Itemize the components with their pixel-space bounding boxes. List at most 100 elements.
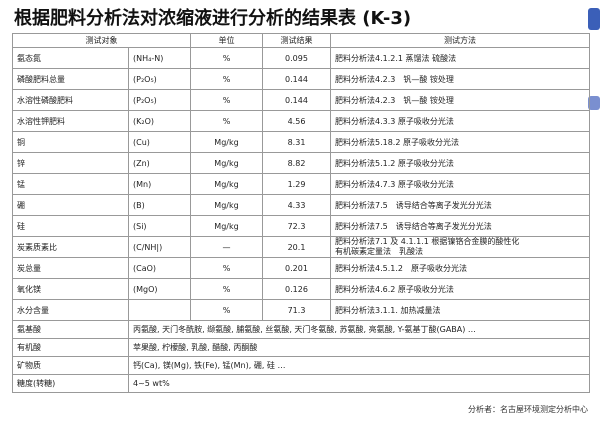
method: 肥料分析法4.6.2 原子吸收分光法: [330, 278, 590, 300]
formula: (MgO): [128, 278, 191, 300]
result: 8.82: [262, 152, 331, 174]
result: 4.56: [262, 110, 331, 132]
row: 氧化镁 (MgO)% 0.126 肥料分析法4.6.2 原子吸收分光法: [12, 278, 590, 300]
item-name: 铜: [12, 131, 129, 153]
row: 硅 (Si) Mg/kg 72.3 肥料分析法7.5 诱导结合等离子发光分光法: [12, 215, 590, 237]
icon: [588, 96, 600, 110]
result: 71.3: [262, 299, 331, 321]
column-header: 单位: [190, 33, 263, 48]
unit: %: [190, 299, 263, 321]
formula: [128, 299, 191, 321]
formula: (NH₄-N): [128, 47, 191, 69]
formula: (P₂O₅): [128, 89, 191, 111]
footer: 分析者：名古屋环境测定分析中心: [468, 405, 588, 414]
row: 炭总量 (CaO)% 0.201 肥料分析法4.5.1.2 原子吸收分光法: [12, 257, 590, 279]
unit: %: [190, 47, 263, 69]
unit: Mg/kg: [190, 131, 263, 153]
row: 铜 (Cu) Mg/kg 8.31 肥料分析法5.18.2 原子吸收分光法: [12, 131, 590, 153]
item-name: 糖度(转糖): [12, 374, 129, 393]
item-name: 氨基酸: [12, 320, 129, 339]
result: 1.29: [262, 173, 331, 195]
result: 0.144: [262, 89, 331, 111]
extra-row: 矿物质 钙(Ca), 镁(Mg), 铁(Fe), 锰(Mn), 硼, 硅 …: [12, 356, 590, 375]
formula: (Si): [128, 215, 191, 237]
description: 丙氨酸, 天门冬酰胺, 缬氨酸, 脯氨酸, 丝氨酸, 天门冬氨酸, 苏氨酸, 亮…: [128, 320, 590, 339]
method: 肥料分析法7.5 诱导结合等离子发光分光法: [330, 215, 590, 237]
method: 肥料分析法7.5 诱导结合等离子发光分光法: [330, 194, 590, 216]
item-name: 水溶性磷酸肥料: [12, 89, 129, 111]
row: 锰 (Mn) Mg/kg 1.29 肥料分析法4.7.3 原子吸收分光法: [12, 173, 590, 195]
formula: (C/NH|): [128, 236, 191, 258]
item-name: 矿物质: [12, 356, 129, 375]
item-name: 炭总量: [12, 257, 129, 279]
extra-row: 有机酸 苹果酸, 柠檬酸, 乳酸, 醋酸, 丙酮酸: [12, 338, 590, 357]
row: 磷酸肥料总量 (P₂O₅)% 0.144 肥料分析法4.2.3 钒—酸 铵处理: [12, 68, 590, 90]
item-name: 水溶性钾肥料: [12, 110, 129, 132]
method: 肥料分析法5.18.2 原子吸收分光法: [330, 131, 590, 153]
method: 肥料分析法4.1.2.1 蒸馏法 硫酸法: [330, 47, 590, 69]
result: 72.3: [262, 215, 331, 237]
row: 水分含量% 71.3 肥料分析法3.1.1. 加热减量法: [12, 299, 590, 321]
result: 0.144: [262, 68, 331, 90]
extra-row: 糖度(转糖) 4~5 wt%: [12, 374, 590, 393]
result: 8.31: [262, 131, 331, 153]
unit: %: [190, 89, 263, 111]
item-name: 有机酸: [12, 338, 129, 357]
unit: —: [190, 236, 263, 258]
row: 氨态氮 (NH₄-N)% 0.095 肥料分析法4.1.2.1 蒸馏法 硫酸法: [12, 47, 590, 69]
row: 硼 (B) Mg/kg 4.33 肥料分析法7.5 诱导结合等离子发光分光法: [12, 194, 590, 216]
result: 0.201: [262, 257, 331, 279]
unit: %: [190, 278, 263, 300]
column-header: 测试方法: [330, 33, 590, 48]
description: 4~5 wt%: [128, 374, 590, 393]
method-line: 有机碳素定量法 乳酸法: [335, 247, 423, 256]
item-name: 锰: [12, 173, 129, 195]
formula: (Mn): [128, 173, 191, 195]
result: 4.33: [262, 194, 331, 216]
icon: [588, 8, 600, 30]
description: 钙(Ca), 镁(Mg), 铁(Fe), 锰(Mn), 硼, 硅 …: [128, 356, 590, 375]
formula: (P₂O₅): [128, 68, 191, 90]
unit: %: [190, 68, 263, 90]
method: 肥料分析法4.2.3 钒—酸 铵处理: [330, 89, 590, 111]
unit: Mg/kg: [190, 152, 263, 174]
method-line: 肥料分析法7.1 及 4.1.1.1 根据镍铬合金膜的酸性化: [335, 237, 520, 247]
method: 肥料分析法3.1.1. 加热减量法: [330, 299, 590, 321]
unit: Mg/kg: [190, 173, 263, 195]
item-name: 硅: [12, 215, 129, 237]
method: 肥料分析法4.2.3 钒—酸 铵处理: [330, 68, 590, 90]
header-row: 测试对象 单位 测试结果 测试方法: [12, 33, 590, 48]
row: 炭素质素比 (C/NH|) —20.1 肥料分析法7.1 及 4.1.1.1 根据镍铬…: [12, 236, 590, 258]
formula: (CaO): [128, 257, 191, 279]
unit: %: [190, 257, 263, 279]
row: 水溶性钾肥料 (K₂O)% 4.56 肥料分析法4.3.3 原子吸收分光法: [12, 110, 590, 132]
item-name: 氨态氮: [12, 47, 129, 69]
unit: %: [190, 110, 263, 132]
unit: Mg/kg: [190, 194, 263, 216]
item-name: 水分含量: [12, 299, 129, 321]
item-name: 硼: [12, 194, 129, 216]
formula: (Zn): [128, 152, 191, 174]
title: 根据肥料分析法对浓缩液进行分析的结果表 (K-3): [14, 8, 412, 29]
formula: (Cu): [128, 131, 191, 153]
method: 肥料分析法4.7.3 原子吸收分光法: [330, 173, 590, 195]
description: 苹果酸, 柠檬酸, 乳酸, 醋酸, 丙酮酸: [128, 338, 590, 357]
item-name: 磷酸肥料总量: [12, 68, 129, 90]
item-name: 氧化镁: [12, 278, 129, 300]
item-name: 炭素质素比: [12, 236, 129, 258]
row: 锌 (Zn) Mg/kg 8.82 肥料分析法5.1.2 原子吸收分光法: [12, 152, 590, 174]
column-header: 测试结果: [262, 33, 331, 48]
result: 0.126: [262, 278, 331, 300]
row: 水溶性磷酸肥料 (P₂O₅)% 0.144 肥料分析法4.2.3 钒—酸 铵处理: [12, 89, 590, 111]
formula: (K₂O): [128, 110, 191, 132]
extra-row: 氨基酸 丙氨酸, 天门冬酰胺, 缬氨酸, 脯氨酸, 丝氨酸, 天门冬氨酸, 苏氨酸…: [12, 320, 590, 339]
method: 肥料分析法4.3.3 原子吸收分光法: [330, 110, 590, 132]
result: 0.095: [262, 47, 331, 69]
method: 肥料分析法4.5.1.2 原子吸收分光法: [330, 257, 590, 279]
method: 肥料分析法5.1.2 原子吸收分光法: [330, 152, 590, 174]
item-name: 锌: [12, 152, 129, 174]
unit: Mg/kg: [190, 215, 263, 237]
method: 肥料分析法7.1 及 4.1.1.1 根据镍铬合金膜的酸性化 有机碳素定量法 乳酸…: [330, 236, 590, 258]
column-header: 测试对象: [12, 33, 191, 48]
